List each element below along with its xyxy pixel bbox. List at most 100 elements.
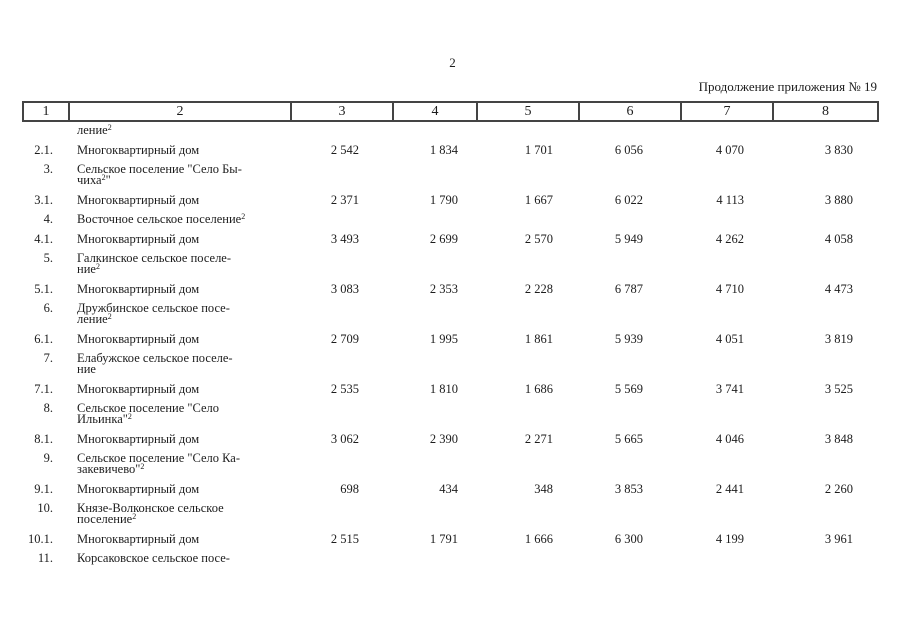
footnote-superscript: 2 bbox=[241, 212, 246, 222]
value-cell-col6: 6 056 bbox=[614, 142, 643, 157]
value-cell-col8: 3 880 bbox=[824, 192, 853, 207]
value-cell-col8: 3 961 bbox=[824, 531, 853, 546]
value-cell-col4: 1 790 bbox=[429, 192, 458, 207]
value-cell-col3: 2 371 bbox=[330, 192, 359, 207]
value-cell-col4 bbox=[393, 295, 477, 325]
row-name: Сельское поселение "Село Ильинка"2 bbox=[77, 401, 220, 427]
value-cell-col6: 5 665 bbox=[614, 431, 643, 446]
column-header-6: 6 bbox=[578, 101, 682, 122]
value-cell-col8 bbox=[773, 395, 878, 425]
value-cell-col4 bbox=[393, 121, 477, 136]
table-row: 10.1. Многоквартирный дом 2 515 1 791 1 666 6… bbox=[23, 525, 878, 545]
footnote-superscript: 2 bbox=[101, 172, 106, 182]
table-row: 9. Сельское поселение "Село Ка-закевичево… bbox=[23, 445, 878, 475]
table-row: 9.1. Многоквартирный дом 698 434 348 3 853 2 4… bbox=[23, 475, 878, 495]
value-cell-col4 bbox=[393, 155, 477, 185]
row-number: 3.1. bbox=[34, 192, 53, 207]
value-cell-col5 bbox=[477, 205, 579, 225]
row-number: 4.1. bbox=[34, 231, 53, 246]
row-name: Многоквартирный дом bbox=[77, 192, 200, 207]
value-cell-col8 bbox=[773, 295, 878, 325]
value-cell-col4: 1 834 bbox=[429, 142, 458, 157]
value-cell-col3 bbox=[291, 445, 393, 475]
column-header-7: 7 bbox=[680, 101, 774, 122]
row-number: 8.1. bbox=[34, 431, 53, 446]
value-cell-col7 bbox=[681, 155, 773, 185]
value-cell-col4: 2 699 bbox=[429, 231, 458, 246]
row-number: 10.1. bbox=[28, 531, 53, 546]
value-cell-col3: 698 bbox=[340, 481, 359, 496]
row-number: 7.1. bbox=[34, 381, 53, 396]
value-cell-col5: 1 686 bbox=[524, 381, 553, 396]
value-cell-col5 bbox=[477, 345, 579, 375]
value-cell-col5: 2 271 bbox=[524, 431, 553, 446]
value-cell-col4 bbox=[393, 494, 477, 524]
value-cell-col6: 5 569 bbox=[614, 381, 643, 396]
table-row: 8. Сельское поселение "Село Ильинка"2 bbox=[23, 395, 878, 425]
table-row: 4.1. Многоквартирный дом 3 493 2 699 2 570 5 … bbox=[23, 225, 878, 245]
row-name: Галкинское сельское поселе-ние2 bbox=[77, 251, 232, 277]
row-number: 2.1. bbox=[34, 142, 53, 157]
table-row: 8.1. Многоквартирный дом 3 062 2 390 2 271 5 … bbox=[23, 425, 878, 445]
value-cell-col8 bbox=[773, 544, 878, 564]
table-row: 11. Корсаковское сельское посе- bbox=[23, 544, 878, 564]
row-number: 5. bbox=[43, 251, 53, 266]
value-cell-col8: 3 525 bbox=[824, 381, 853, 396]
value-cell-col3: 3 062 bbox=[330, 431, 359, 446]
footnote-superscript: 2 bbox=[95, 262, 100, 272]
value-cell-col5 bbox=[477, 295, 579, 325]
value-cell-col7 bbox=[681, 494, 773, 524]
row-number: 11. bbox=[37, 551, 53, 566]
row-name: Многоквартирный дом bbox=[77, 481, 200, 496]
value-cell-col8: 3 830 bbox=[824, 142, 853, 157]
value-cell-col7: 4 199 bbox=[715, 531, 744, 546]
value-cell-col4 bbox=[393, 544, 477, 564]
value-cell-col5: 1 861 bbox=[524, 331, 553, 346]
page-number: 2 bbox=[449, 55, 456, 70]
value-cell-col4 bbox=[393, 245, 477, 275]
value-cell-col7 bbox=[681, 121, 773, 136]
value-cell-col6: 6 022 bbox=[614, 192, 643, 207]
footnote-superscript: 2 bbox=[127, 412, 132, 422]
value-cell-col3 bbox=[291, 494, 393, 524]
value-cell-col7: 2 441 bbox=[715, 481, 744, 496]
table-row: 3.1. Многоквартирный дом 2 371 1 790 1 667 6 … bbox=[23, 186, 878, 207]
row-number: 10. bbox=[37, 501, 53, 516]
value-cell-col3 bbox=[291, 345, 393, 375]
row-number: 4. bbox=[43, 212, 53, 227]
column-header-4: 4 bbox=[392, 101, 478, 122]
value-cell-col6 bbox=[579, 205, 681, 225]
value-cell-col3: 2 709 bbox=[330, 331, 359, 346]
value-cell-col5: 1 667 bbox=[524, 192, 553, 207]
row-name: ление2 bbox=[77, 123, 112, 137]
value-cell-col5: 2 228 bbox=[524, 281, 553, 296]
value-cell-col3: 2 535 bbox=[330, 381, 359, 396]
value-cell-col6 bbox=[579, 395, 681, 425]
row-name: Дружбинское сельское посе-ление2 bbox=[77, 301, 230, 327]
column-header-3: 3 bbox=[290, 101, 394, 122]
value-cell-col7: 4 051 bbox=[715, 331, 744, 346]
row-number: 6.1. bbox=[34, 331, 53, 346]
value-cell-col3 bbox=[291, 121, 393, 136]
value-cell-col4: 434 bbox=[439, 481, 458, 496]
row-name: Восточное сельское поселение2 bbox=[77, 212, 246, 227]
value-cell-col7: 4 046 bbox=[715, 431, 744, 446]
footnote-superscript: 2 bbox=[107, 123, 112, 132]
value-cell-col3 bbox=[291, 395, 393, 425]
row-name: Многоквартирный дом bbox=[77, 531, 200, 546]
value-cell-col6 bbox=[579, 544, 681, 564]
value-cell-col5 bbox=[477, 245, 579, 275]
value-cell-col4: 1 810 bbox=[429, 381, 458, 396]
value-cell-col5 bbox=[477, 544, 579, 564]
value-cell-col5: 1 666 bbox=[524, 531, 553, 546]
value-cell-col8: 3 848 bbox=[824, 431, 853, 446]
value-cell-col3 bbox=[291, 295, 393, 325]
table-row: 4. Восточное сельское поселение2 bbox=[23, 205, 878, 227]
value-cell-col3: 3 083 bbox=[330, 281, 359, 296]
value-cell-col4 bbox=[393, 205, 477, 225]
value-cell-col6 bbox=[579, 121, 681, 136]
value-cell-col8: 4 058 bbox=[824, 231, 853, 246]
value-cell-col8 bbox=[773, 494, 878, 524]
value-cell-col3 bbox=[291, 544, 393, 564]
